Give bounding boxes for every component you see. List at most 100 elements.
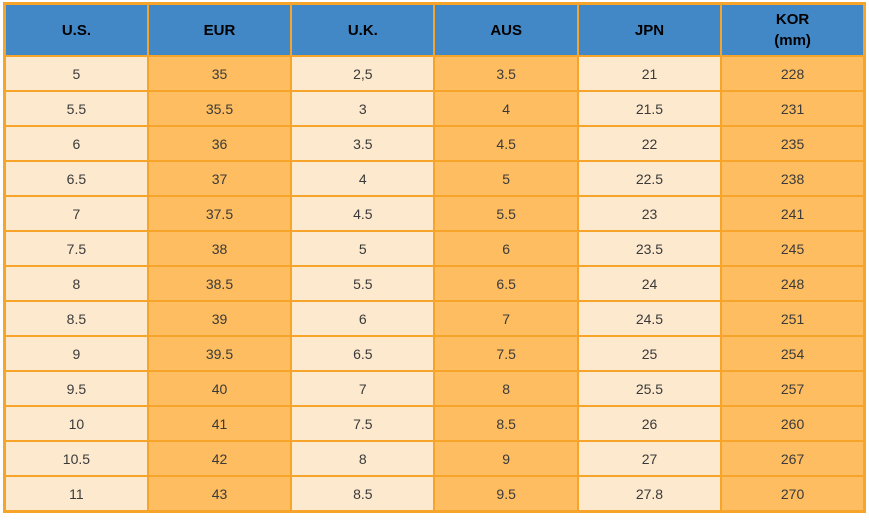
table-cell: 235	[720, 125, 866, 162]
table-cell: 7	[3, 195, 149, 232]
table-cell: 43	[146, 475, 293, 513]
table-cell: 2,5	[290, 55, 436, 92]
table-header: U.S. EUR U.K. AUS JPN KOR (mm)	[3, 2, 866, 57]
table-cell: 27	[576, 440, 723, 477]
table-cell: 7	[433, 300, 579, 337]
column-header-jpn: JPN	[576, 2, 723, 57]
table-cell: 7.5	[290, 405, 436, 442]
table-body: 5 35 2,5 3.5 21 228 5.5 35.5 3 4 21.5 231 6 36 3.5 4.5 2…	[3, 55, 866, 513]
table-cell: 8	[3, 265, 149, 302]
column-header-label: U.S.	[61, 21, 91, 39]
table-cell: 9	[433, 440, 579, 477]
table-cell: 7.5	[3, 230, 149, 267]
table-cell: 254	[720, 335, 866, 372]
table-cell: 38	[146, 230, 293, 267]
table-cell: 6.5	[3, 160, 149, 197]
table-row: 5 35 2,5 3.5 21 228	[3, 55, 866, 92]
table-cell: 26	[576, 405, 723, 442]
table-cell: 6.5	[290, 335, 436, 372]
table-cell: 8	[433, 370, 579, 407]
table-cell: 35	[146, 55, 293, 92]
column-header-uk: U.K.	[290, 2, 436, 57]
table-cell: 6	[290, 300, 436, 337]
table-cell: 8.5	[3, 300, 149, 337]
table-cell: 38.5	[146, 265, 293, 302]
table-cell: 8.5	[433, 405, 579, 442]
table-cell: 24.5	[576, 300, 723, 337]
column-header-label: U.K.	[347, 21, 378, 39]
column-header-eur: EUR	[146, 2, 293, 57]
column-header-aus: AUS	[433, 2, 579, 57]
table-cell: 5	[3, 55, 149, 92]
column-header-label: JPN	[634, 21, 665, 39]
table-cell: 260	[720, 405, 866, 442]
table-cell: 21.5	[576, 90, 723, 127]
table-cell: 6	[3, 125, 149, 162]
column-header-us: U.S.	[3, 2, 149, 57]
table-row: 8.5 39 6 7 24.5 251	[3, 300, 866, 337]
table-row: 7.5 38 5 6 23.5 245	[3, 230, 866, 267]
table-row: 9 39.5 6.5 7.5 25 254	[3, 335, 866, 372]
table-cell: 37.5	[146, 195, 293, 232]
table-row: 7 37.5 4.5 5.5 23 241	[3, 195, 866, 232]
column-header-kor: KOR (mm)	[720, 2, 866, 57]
table-cell: 9.5	[433, 475, 579, 513]
table-cell: 36	[146, 125, 293, 162]
table-cell: 8	[290, 440, 436, 477]
table-cell: 270	[720, 475, 866, 513]
table-cell: 35.5	[146, 90, 293, 127]
table-cell: 267	[720, 440, 866, 477]
table-cell: 25	[576, 335, 723, 372]
table-cell: 39	[146, 300, 293, 337]
table-cell: 238	[720, 160, 866, 197]
table-cell: 4	[433, 90, 579, 127]
table-row: 5.5 35.5 3 4 21.5 231	[3, 90, 866, 127]
table-cell: 11	[3, 475, 149, 513]
table-cell: 4.5	[433, 125, 579, 162]
table-cell: 7	[290, 370, 436, 407]
table-cell: 251	[720, 300, 866, 337]
table-cell: 241	[720, 195, 866, 232]
table-cell: 3	[290, 90, 436, 127]
shoe-size-conversion-table: U.S. EUR U.K. AUS JPN KOR (mm) 5 35 2,5 3.5 21 228 5…	[3, 2, 866, 513]
table-cell: 23	[576, 195, 723, 232]
table-cell: 6.5	[433, 265, 579, 302]
table-cell: 5	[290, 230, 436, 267]
table-cell: 25.5	[576, 370, 723, 407]
table-cell: 23.5	[576, 230, 723, 267]
table-row: 8 38.5 5.5 6.5 24 248	[3, 265, 866, 302]
table-row: 10 41 7.5 8.5 26 260	[3, 405, 866, 442]
table-header-row: U.S. EUR U.K. AUS JPN KOR (mm)	[3, 2, 866, 57]
table-cell: 40	[146, 370, 293, 407]
table-cell: 24	[576, 265, 723, 302]
table-cell: 9	[3, 335, 149, 372]
table-cell: 231	[720, 90, 866, 127]
column-header-label: KOR	[775, 11, 810, 28]
table-cell: 7.5	[433, 335, 579, 372]
table-row: 9.5 40 7 8 25.5 257	[3, 370, 866, 407]
table-row: 10.5 42 8 9 27 267	[3, 440, 866, 477]
table-cell: 5.5	[3, 90, 149, 127]
table-cell: 42	[146, 440, 293, 477]
table-cell: 37	[146, 160, 293, 197]
table-cell: 39.5	[146, 335, 293, 372]
table-cell: 3.5	[433, 55, 579, 92]
table-cell: 27.8	[576, 475, 723, 513]
table-row: 11 43 8.5 9.5 27.8 270	[3, 475, 866, 513]
table-cell: 6	[433, 230, 579, 267]
table-cell: 5.5	[290, 265, 436, 302]
table-cell: 9.5	[3, 370, 149, 407]
column-header-sublabel: (mm)	[774, 32, 811, 49]
table-row: 6 36 3.5 4.5 22 235	[3, 125, 866, 162]
table-cell: 4	[290, 160, 436, 197]
table-cell: 8.5	[290, 475, 436, 513]
table-cell: 248	[720, 265, 866, 302]
table-cell: 10	[3, 405, 149, 442]
table-cell: 5	[433, 160, 579, 197]
table-cell: 3.5	[290, 125, 436, 162]
table-cell: 41	[146, 405, 293, 442]
table-cell: 22	[576, 125, 723, 162]
table-cell: 5.5	[433, 195, 579, 232]
column-header-label: EUR	[203, 21, 236, 39]
